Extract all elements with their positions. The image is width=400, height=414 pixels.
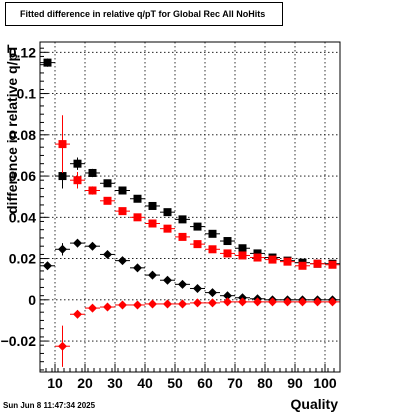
data-point-diamond [163,299,172,309]
data-point-diamond [88,241,97,251]
x-tick-label: 30 [107,375,123,391]
data-point-diamond [73,238,82,248]
data-point-diamond [298,297,307,307]
plot-frame [39,41,341,373]
x-tick-label: 100 [313,375,337,391]
data-point-diamond [178,299,187,309]
y-tick-label: 0.04 [9,209,36,225]
data-point-square [148,201,157,210]
data-point-square [163,224,172,233]
data-point-square [118,207,127,216]
data-point-diamond [193,298,202,308]
timestamp: Sun Jun 8 11:47:34 2025 [3,401,96,410]
data-point-diamond [103,249,112,259]
data-point-diamond [43,261,52,271]
data-point-diamond [103,302,112,312]
data-point-square [58,140,67,149]
y-tick-label: 0.06 [9,168,36,184]
x-tick-label: 20 [77,375,93,391]
data-point-square [43,58,52,67]
data-point-square [253,253,262,262]
data-point-square [58,172,67,181]
data-point-square [103,179,112,188]
data-point-diamond [223,297,232,307]
chart-title: Fitted difference in relative q/pT for G… [5,2,283,26]
data-point-diamond [328,297,337,307]
data-point-diamond [208,288,217,298]
x-tick-label: 40 [137,375,153,391]
data-point-square [208,245,217,254]
grid-lines [40,42,340,372]
series-1 [55,115,340,270]
data-point-square [268,255,277,264]
data-point-diamond [283,297,292,307]
data-point-square [103,196,112,205]
data-point-diamond [208,298,217,308]
data-point-square [223,237,232,246]
data-point-diamond [268,297,277,307]
data-point-diamond [58,341,67,351]
data-point-square [73,159,82,168]
data-point-diamond [148,270,157,280]
data-point-diamond [253,297,262,307]
data-point-square [133,213,142,222]
data-point-square [223,249,232,258]
data-point-diamond [118,300,127,310]
data-point-diamond [223,291,232,301]
data-point-diamond [163,275,172,285]
x-axis-label: Quality [290,396,338,412]
data-point-square [118,186,127,195]
data-point-diamond [313,297,322,307]
x-tick-label: 60 [197,375,213,391]
data-point-diamond [58,244,67,254]
data-point-square [193,222,202,231]
data-point-square [178,232,187,241]
data-point-square [163,208,172,217]
y-tick-label: 0 [28,292,36,308]
data-point-square [253,249,262,258]
data-point-square [88,186,97,195]
data-point-square [298,261,307,270]
axis-ticks: 10 20 30 40 50 60 70 80 90 100 −0.02 0 0.02 0.04 0.06 0… [1,44,341,391]
data-point-diamond [118,256,127,266]
data-point-diamond [73,309,82,319]
data-point-diamond [193,283,202,293]
x-tick-label: 10 [47,375,63,391]
x-tick-label: 70 [227,375,243,391]
data-points [40,58,340,367]
chart-title-text: Fitted difference in relative q/pT for G… [20,9,266,19]
data-point-square [283,257,292,266]
data-point-diamond [133,300,142,310]
y-tick-label: −0.02 [1,333,37,349]
data-point-square [193,240,202,249]
y-tick-label: 0.02 [9,251,36,267]
data-point-diamond [133,263,142,273]
data-point-square [88,168,97,177]
data-point-square [148,219,157,228]
data-point-square [328,260,337,269]
data-point-square [178,215,187,224]
series-3 [55,297,340,367]
data-point-square [238,244,247,253]
data-point-diamond [148,299,157,309]
y-tick-label: 0.1 [17,86,37,102]
data-point-diamond [238,297,247,307]
x-tick-label: 80 [257,375,273,391]
data-point-diamond [178,279,187,289]
y-axis-label: difference in relative q/pT [4,44,20,214]
x-tick-label: 90 [287,375,303,391]
data-point-square [313,259,322,268]
data-point-square [238,251,247,260]
data-point-square [133,194,142,203]
x-tick-label: 50 [167,375,183,391]
data-point-square [73,176,82,185]
y-tick-label: 0.12 [9,44,36,60]
data-point-diamond [88,303,97,313]
data-point-square [208,229,217,238]
y-tick-label: 0.08 [9,127,36,143]
